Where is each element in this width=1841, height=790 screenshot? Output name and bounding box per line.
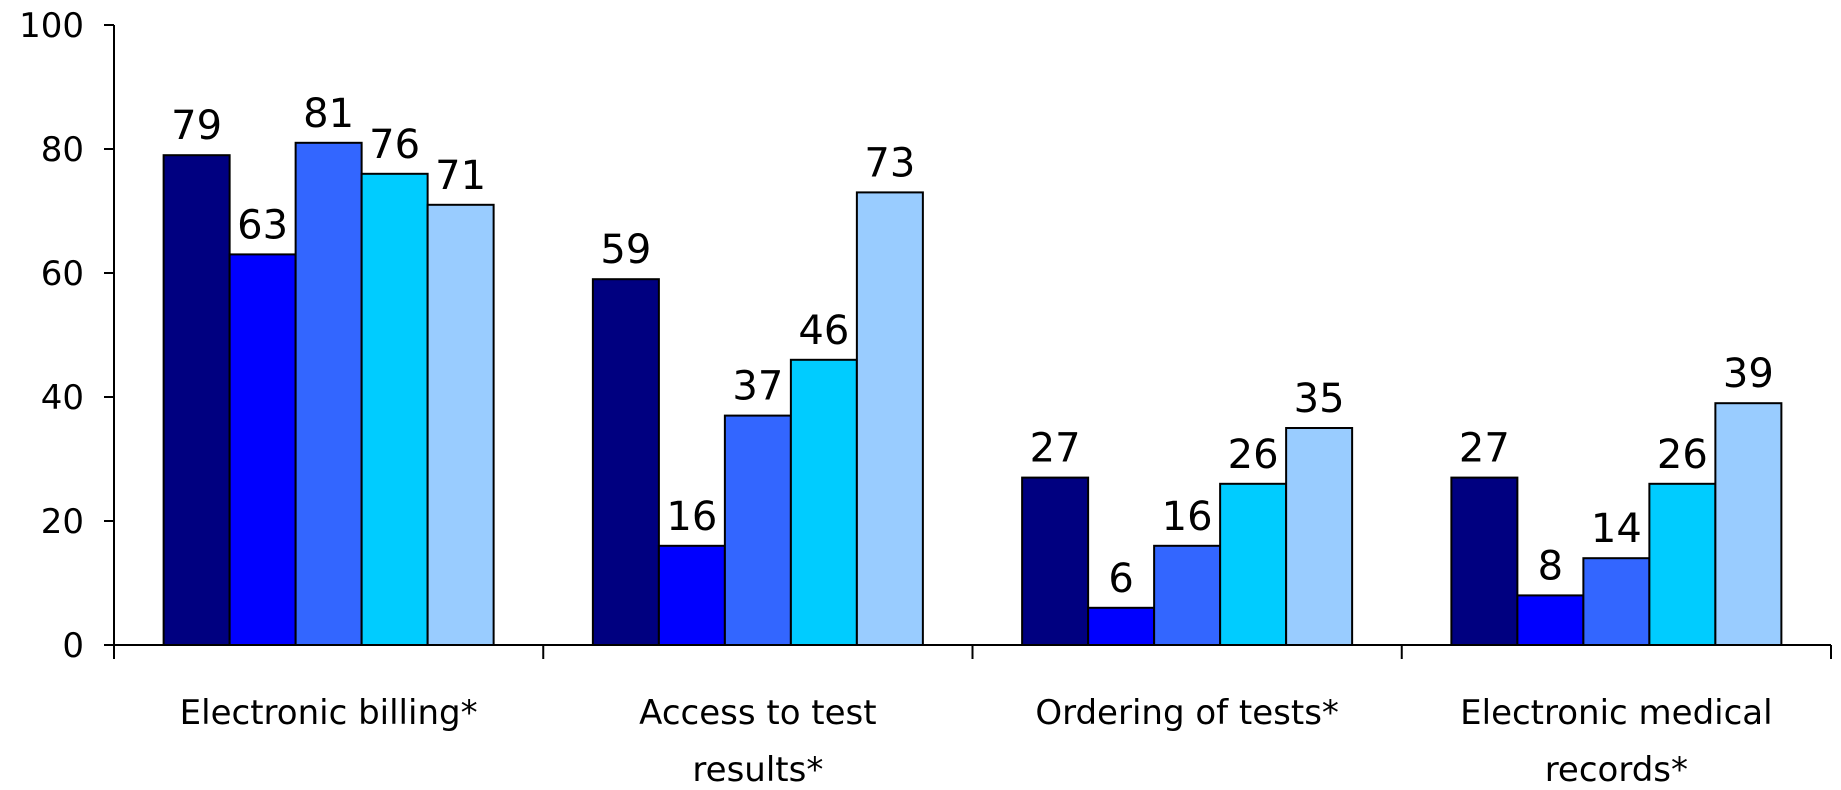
data-label: 71 (435, 153, 486, 199)
y-tick-label: 0 (62, 626, 84, 666)
bar (228, 253, 297, 646)
bar (1450, 476, 1519, 646)
data-label: 27 (1459, 426, 1510, 472)
bar (1516, 594, 1585, 647)
bar (1285, 427, 1354, 646)
bar (1219, 482, 1288, 646)
bar (1648, 482, 1717, 646)
data-label: 35 (1294, 376, 1345, 422)
bar (657, 544, 726, 646)
x-tick-label: Electronic medical (1460, 693, 1772, 733)
data-label: 79 (171, 103, 222, 149)
x-tick-label: Electronic billing* (180, 693, 478, 733)
bar (723, 414, 792, 646)
data-label: 73 (864, 140, 915, 186)
bar (162, 154, 231, 646)
x-tick-label: results* (692, 750, 823, 786)
bar (1021, 476, 1090, 646)
bar (1153, 544, 1222, 646)
y-tick-label: 100 (19, 6, 84, 46)
data-label: 63 (237, 202, 288, 248)
bar (1582, 557, 1651, 647)
bar (360, 172, 429, 647)
y-tick-label: 80 (41, 130, 84, 170)
data-label: 81 (303, 91, 354, 137)
y-tick-label: 60 (41, 254, 84, 294)
data-label: 6 (1108, 556, 1133, 602)
data-label: 27 (1030, 426, 1081, 472)
bar (1087, 606, 1156, 646)
data-label: 16 (1162, 494, 1213, 540)
y-tick-label: 20 (41, 502, 84, 542)
data-label: 16 (666, 494, 717, 540)
y-tick-label: 40 (41, 378, 84, 418)
data-label: 26 (1657, 432, 1708, 478)
bar (789, 358, 858, 646)
data-label: 37 (732, 364, 783, 410)
data-label: 46 (798, 308, 849, 354)
bar (855, 191, 924, 646)
bar (426, 203, 495, 647)
x-tick-label: records* (1545, 750, 1688, 786)
bar (591, 278, 660, 646)
x-tick-label: Access to test (639, 693, 876, 733)
data-label: 14 (1591, 506, 1642, 552)
x-tick-label: Ordering of tests* (1035, 693, 1339, 733)
data-label: 8 (1538, 543, 1563, 589)
data-label: 26 (1228, 432, 1279, 478)
data-label: 59 (600, 227, 651, 273)
bar (294, 141, 363, 647)
data-label: 39 (1723, 351, 1774, 397)
data-label: 76 (369, 122, 420, 168)
bar (1714, 402, 1783, 647)
